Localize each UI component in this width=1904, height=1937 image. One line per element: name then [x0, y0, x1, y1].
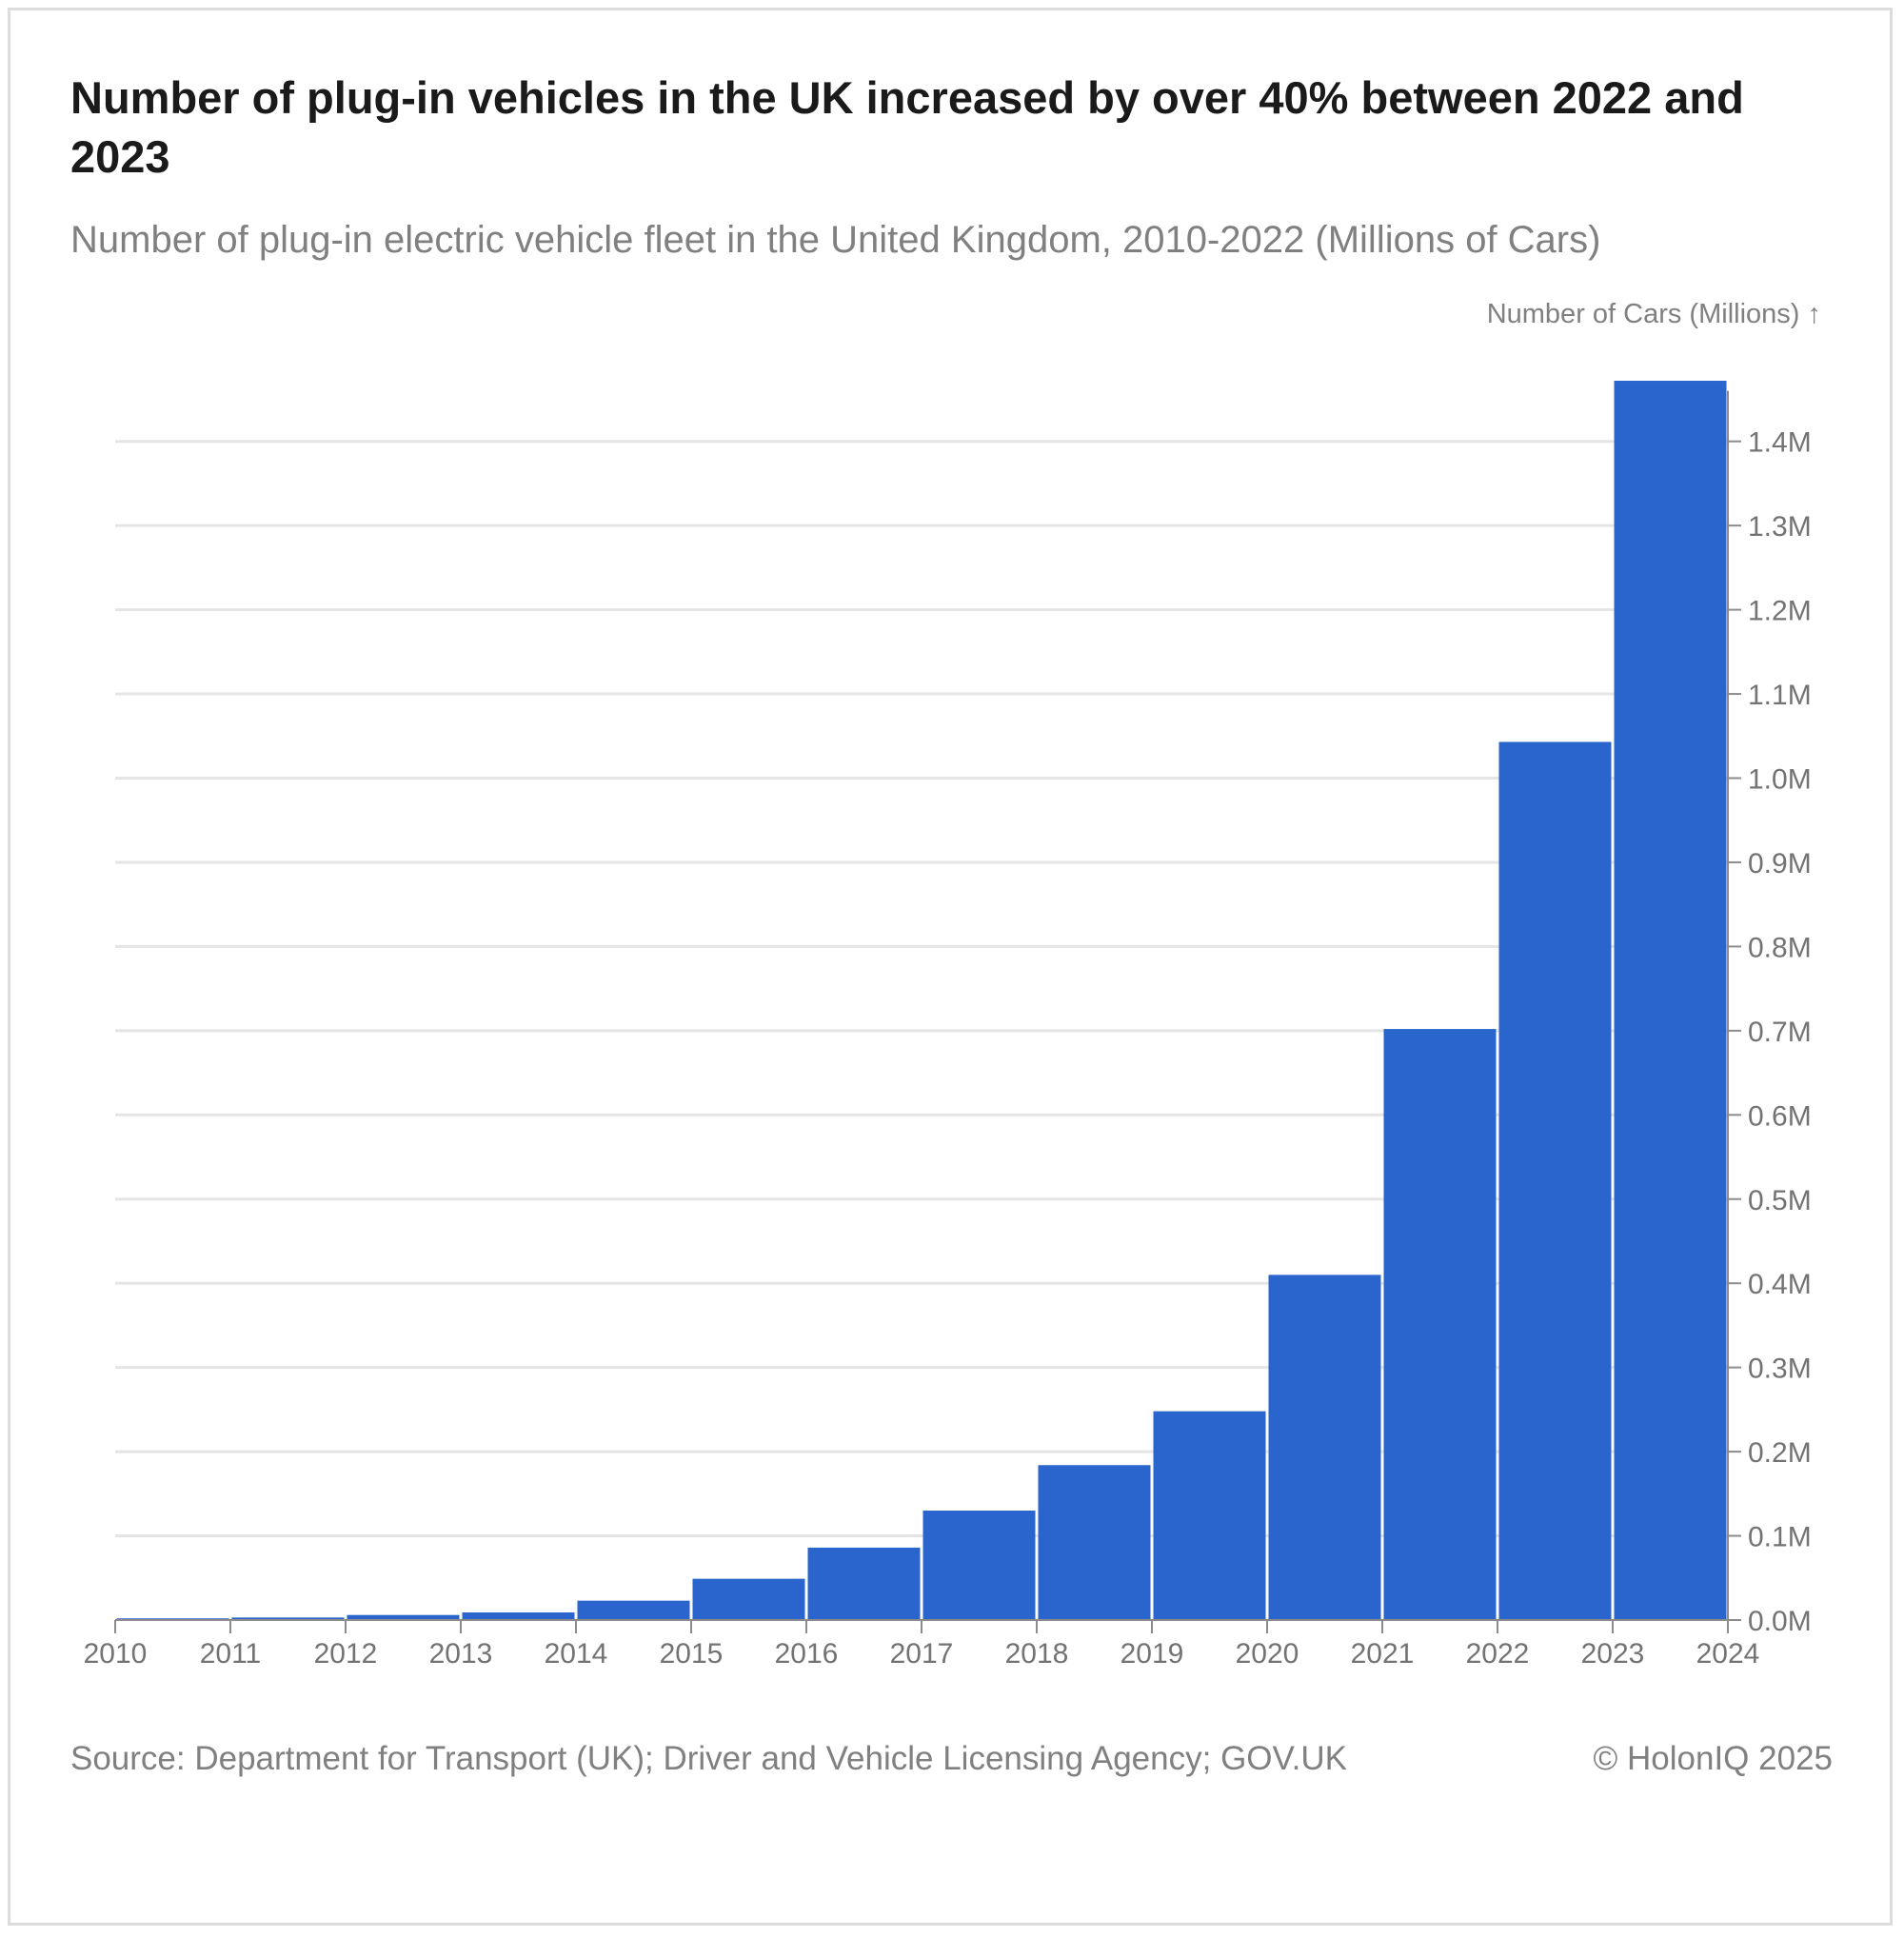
bar [1153, 1411, 1266, 1620]
y-tick-label: 1.2M [1748, 596, 1812, 627]
bar [347, 1614, 460, 1620]
y-tick-label: 0.8M [1748, 932, 1812, 963]
x-tick-label: 2024 [1696, 1638, 1760, 1670]
x-tick-label: 2016 [775, 1638, 839, 1670]
y-axis-label: Number of Cars (Millions) ↑ [1487, 299, 1821, 329]
x-tick-label: 2011 [200, 1638, 262, 1670]
x-tick-label: 2022 [1466, 1638, 1530, 1670]
chart-subtitle: Number of plug-in electric vehicle fleet… [70, 219, 1601, 261]
source-note: Source: Department for Transport (UK); D… [70, 1740, 1347, 1777]
bar [462, 1612, 575, 1620]
x-tick-label: 2019 [1121, 1638, 1184, 1670]
y-tick-label: 0.4M [1748, 1269, 1812, 1300]
bar [1498, 741, 1612, 1620]
y-tick-label: 0.1M [1748, 1522, 1812, 1553]
bar [807, 1547, 921, 1620]
x-tick-label: 2012 [314, 1638, 378, 1670]
bar [1268, 1275, 1381, 1620]
chart-title: Number of plug-in vehicles in the UK inc… [70, 72, 1744, 182]
bar [692, 1578, 805, 1620]
x-tick-label: 2020 [1236, 1638, 1299, 1670]
bar [1383, 1029, 1497, 1620]
y-tick-label: 1.3M [1748, 511, 1812, 543]
bar [1038, 1465, 1151, 1620]
y-tick-label: 0.9M [1748, 848, 1812, 880]
y-tick-label: 1.1M [1748, 680, 1812, 711]
x-tick-label: 2010 [84, 1638, 148, 1670]
y-tick-label: 1.4M [1748, 427, 1812, 459]
x-tick-label: 2023 [1581, 1638, 1645, 1670]
y-tick-label: 0.3M [1748, 1354, 1812, 1385]
y-tick-label: 0.2M [1748, 1437, 1812, 1469]
x-tick-label: 2021 [1351, 1638, 1415, 1670]
copyright-note: © HolonIQ 2025 [1593, 1740, 1834, 1777]
bar [231, 1617, 345, 1620]
bars [116, 381, 1727, 1620]
y-tick-label: 1.0M [1748, 764, 1812, 796]
bar [922, 1511, 1036, 1620]
y-tick-label: 0.5M [1748, 1185, 1812, 1216]
y-tick-label: 0.0M [1748, 1606, 1812, 1637]
y-tick-label: 0.6M [1748, 1100, 1812, 1132]
x-tick-label: 2014 [545, 1638, 608, 1670]
bar [1614, 381, 1727, 1620]
y-tick-label: 0.7M [1748, 1017, 1812, 1048]
x-tick-label: 2017 [890, 1638, 954, 1670]
x-tick-label: 2018 [1005, 1638, 1069, 1670]
axes: 0.0M 0.1M 0.2M 0.3M 0.4M 0.5M 0.6M 0.7M 0.8M 0.9M… [84, 390, 1812, 1670]
bar [577, 1600, 690, 1620]
x-tick-label: 2013 [429, 1638, 493, 1670]
x-tick-label: 2015 [660, 1638, 724, 1670]
